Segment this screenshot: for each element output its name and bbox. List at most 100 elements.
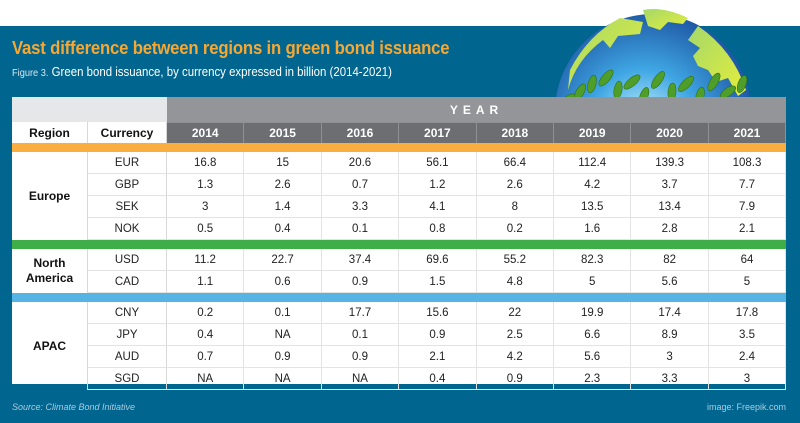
globe-land-left <box>568 18 643 90</box>
value-cell: 4.8 <box>476 271 554 293</box>
year-group-label: YEAR <box>449 102 504 117</box>
currency-cell: GBP <box>88 174 167 196</box>
globe-land-top <box>643 9 688 30</box>
value-cell: 69.6 <box>399 249 477 271</box>
value-cell: 82.3 <box>554 249 632 271</box>
value-cell: 8 <box>476 196 554 218</box>
value-cell: 0.6 <box>244 271 322 293</box>
figure-caption: Green bond issuance, by currency express… <box>51 64 392 79</box>
year-group-header: YEAR <box>167 97 786 122</box>
currency-cell: SEK <box>88 196 167 218</box>
header-blank <box>12 97 167 122</box>
column-header-year: 2020 <box>631 122 709 143</box>
value-cell: 5.6 <box>631 271 709 293</box>
value-cell: 22.7 <box>244 249 322 271</box>
column-header-year: 2021 <box>708 122 787 143</box>
region-label: Europe <box>28 188 71 203</box>
currency-cell: USD <box>88 249 167 271</box>
currency-cell: EUR <box>88 152 167 174</box>
value-cell: 3.3 <box>631 368 709 390</box>
value-cell: 11.2 <box>167 249 245 271</box>
value-cell: 0.4 <box>399 368 477 390</box>
value-cell: 13.5 <box>554 196 632 218</box>
value-cell: 17.4 <box>631 302 709 324</box>
value-cell: 19.9 <box>554 302 632 324</box>
column-header-year: 2019 <box>554 122 632 143</box>
currency-cell: NOK <box>88 218 167 240</box>
value-cell: NA <box>244 324 322 346</box>
column-header-year: 2016 <box>321 122 400 143</box>
value-cell: 3 <box>167 196 245 218</box>
value-cell: 0.1 <box>244 302 322 324</box>
value-cell: 66.4 <box>476 152 554 174</box>
value-cell: 20.6 <box>321 152 400 174</box>
leaves <box>559 69 748 107</box>
value-cell: 3.5 <box>708 324 787 346</box>
currency-cell: CAD <box>88 271 167 293</box>
value-cell: 0.1 <box>321 218 400 240</box>
value-cell: NA <box>167 368 245 390</box>
value-cell: 0.2 <box>476 218 554 240</box>
value-cell: 0.2 <box>167 302 245 324</box>
column-header-region: Region <box>12 122 88 143</box>
value-cell: 0.8 <box>399 218 477 240</box>
value-cell: 0.9 <box>244 346 322 368</box>
value-cell: NA <box>244 368 322 390</box>
value-cell: 6.6 <box>554 324 632 346</box>
value-cell: 8.9 <box>631 324 709 346</box>
value-cell: 37.4 <box>321 249 400 271</box>
value-cell: 2.4 <box>708 346 787 368</box>
value-cell: 1.2 <box>399 174 477 196</box>
value-cell: 17.7 <box>321 302 400 324</box>
source-note: Source: Climate Bond Initiative <box>12 402 136 412</box>
value-cell: 0.9 <box>321 346 400 368</box>
value-cell: 3 <box>631 346 709 368</box>
value-cell: 1.3 <box>167 174 245 196</box>
globe-land-right <box>688 26 746 96</box>
value-cell: 7.7 <box>708 174 787 196</box>
column-header-year: 2015 <box>244 122 322 143</box>
value-cell: 5.6 <box>554 346 632 368</box>
value-cell: 139.3 <box>631 152 709 174</box>
column-header-year: 2017 <box>399 122 477 143</box>
region-label: APAC <box>32 338 67 353</box>
value-cell: 2.6 <box>244 174 322 196</box>
column-header-currency: Currency <box>88 122 167 143</box>
value-cell: 4.2 <box>476 346 554 368</box>
value-cell: 1.5 <box>399 271 477 293</box>
value-cell: 64 <box>708 249 787 271</box>
globe-with-leaves-illustration <box>555 9 751 124</box>
value-cell: 108.3 <box>708 152 787 174</box>
value-cell: 15.6 <box>399 302 477 324</box>
value-cell: 55.2 <box>476 249 554 271</box>
figure-subtitle: Figure 3. Green bond issuance, by curren… <box>12 64 392 79</box>
value-cell: 5 <box>554 271 632 293</box>
value-cell: 3.3 <box>321 196 400 218</box>
green-bond-table: YEAR Region Currency 2014 2015 2016 2017 2018 2… <box>12 97 787 390</box>
column-header-year: 2018 <box>476 122 554 143</box>
value-cell: NA <box>321 368 400 390</box>
value-cell: 1.4 <box>244 196 322 218</box>
value-cell: 16.8 <box>167 152 245 174</box>
value-cell: 0.1 <box>321 324 400 346</box>
value-cell: 0.7 <box>167 346 245 368</box>
value-cell: 2.1 <box>399 346 477 368</box>
image-credit: image: Freepik.com <box>706 402 786 412</box>
value-cell: 17.8 <box>708 302 787 324</box>
region-cell: Europe <box>12 152 88 240</box>
value-cell: 3.7 <box>631 174 709 196</box>
value-cell: 22 <box>476 302 554 324</box>
value-cell: 2.8 <box>631 218 709 240</box>
value-cell: 1.1 <box>167 271 245 293</box>
value-cell: 0.5 <box>167 218 245 240</box>
value-cell: 3 <box>708 368 787 390</box>
value-cell: 13.4 <box>631 196 709 218</box>
figure-label: Figure 3. <box>12 67 49 79</box>
value-cell: 0.9 <box>321 271 400 293</box>
value-cell: 2.3 <box>554 368 632 390</box>
value-cell: 4.2 <box>554 174 632 196</box>
value-cell: 56.1 <box>399 152 477 174</box>
region-separator-band <box>12 293 786 302</box>
value-cell: 0.7 <box>321 174 400 196</box>
value-cell: 5 <box>708 271 787 293</box>
